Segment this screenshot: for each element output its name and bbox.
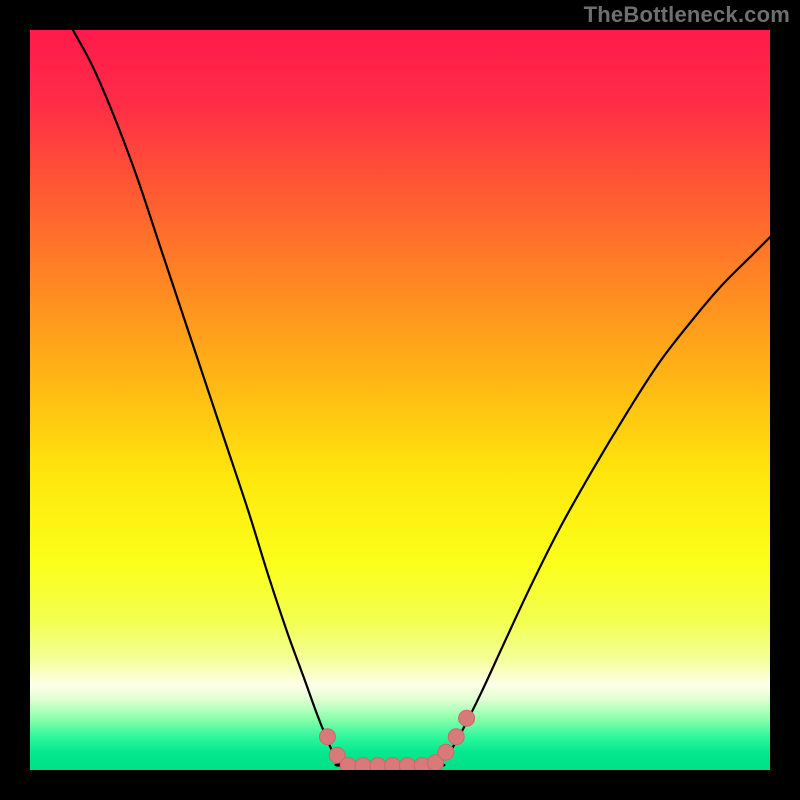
marker-dot bbox=[399, 758, 415, 774]
marker-dot bbox=[448, 729, 464, 745]
marker-dot bbox=[340, 758, 356, 774]
plot-svg bbox=[0, 0, 800, 800]
watermark-text: TheBottleneck.com bbox=[584, 2, 790, 28]
bottleneck-curve bbox=[73, 30, 770, 766]
marker-dot bbox=[319, 729, 335, 745]
marker-dot bbox=[355, 758, 371, 774]
chart-stage: TheBottleneck.com bbox=[0, 0, 800, 800]
marker-group bbox=[319, 710, 474, 773]
marker-dot bbox=[385, 758, 401, 774]
marker-dot bbox=[438, 744, 454, 760]
marker-dot bbox=[459, 710, 475, 726]
marker-dot bbox=[370, 758, 386, 774]
